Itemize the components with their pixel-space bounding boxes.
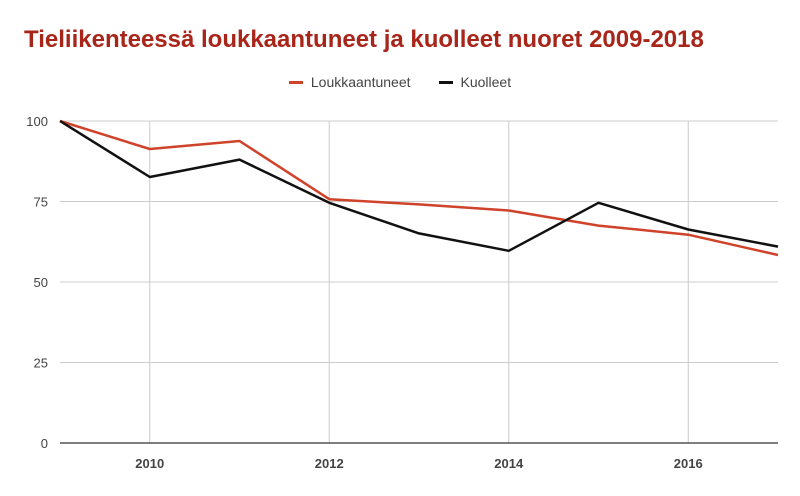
legend-label-kuolleet: Kuolleet xyxy=(460,74,512,90)
legend-swatch-loukkaantuneet xyxy=(288,80,303,84)
y-tick-label-0: 0 xyxy=(41,436,48,451)
y-tick-label-25: 25 xyxy=(34,356,48,371)
x-tick-label-2016: 2016 xyxy=(674,456,703,471)
series-line-kuolleet xyxy=(59,119,779,253)
series-line-loukkaantuneet xyxy=(59,119,779,257)
legend-item-kuolleet: Kuolleet xyxy=(438,74,512,90)
legend-swatch-kuolleet xyxy=(438,80,453,84)
legend-label-loukkaantuneet: Loukkaantuneet xyxy=(310,74,411,90)
y-tick-label-75: 75 xyxy=(34,195,48,210)
x-tick-label-2012: 2012 xyxy=(315,456,344,471)
y-tick-label-100: 100 xyxy=(26,114,48,129)
legend-item-loukkaantuneet: Loukkaantuneet xyxy=(288,74,411,90)
x-tick-label-2010: 2010 xyxy=(135,456,164,471)
chart-legend: Loukkaantuneet Kuolleet xyxy=(0,74,800,90)
y-tick-label-50: 50 xyxy=(34,275,48,290)
x-tick-label-2014: 2014 xyxy=(494,456,524,471)
chart-title: Tieliikenteessä loukkaantuneet ja kuolle… xyxy=(24,26,704,53)
